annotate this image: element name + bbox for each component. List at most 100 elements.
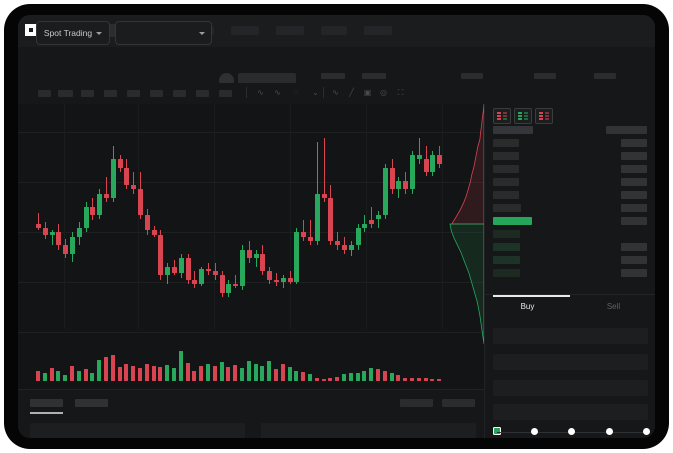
timeframe-button-7[interactable] (173, 90, 186, 97)
bottom-action-2[interactable] (442, 399, 475, 407)
orderbook-row-5[interactable] (493, 178, 519, 186)
volume-bar-14 (124, 364, 129, 381)
total-field[interactable] (493, 404, 648, 420)
bottom-tab-order-history[interactable] (75, 399, 108, 407)
timeframe-button-8[interactable] (196, 90, 209, 97)
market-stat-2-label (362, 73, 386, 79)
volume-bar-13 (117, 367, 122, 381)
timeframe-button-3[interactable] (81, 90, 94, 97)
nav-item-3[interactable] (276, 26, 304, 35)
orderbook-row-8[interactable] (493, 217, 532, 225)
market-stat-4-label (534, 73, 556, 79)
volume-bar-5 (63, 374, 68, 381)
orderbook-mode-asks[interactable] (535, 108, 553, 124)
amount-percent-slider[interactable] (493, 427, 650, 437)
volume-bar-35 (267, 360, 272, 381)
orderbook-row-3[interactable] (493, 152, 519, 160)
timeframe-button-2[interactable] (58, 90, 73, 97)
orderbook-row-1[interactable] (493, 126, 533, 134)
tab-buy[interactable]: Buy (520, 302, 535, 311)
orderbook-row-12[interactable] (493, 269, 520, 277)
nav-item-4[interactable] (321, 26, 347, 35)
orderbook-size-4 (621, 165, 647, 173)
ruler-icon[interactable]: ╱ (349, 88, 354, 97)
bottom-tab-open-orders[interactable] (30, 399, 63, 407)
price-field[interactable] (493, 354, 648, 370)
volume-bar-16 (138, 367, 142, 381)
timeframe-button-1[interactable] (38, 90, 51, 97)
trading-mode-selector[interactable]: Spot Trading (36, 21, 110, 45)
orderbook-size-10 (621, 243, 647, 251)
slider-node-25[interactable] (530, 428, 538, 435)
volume-bar-29 (226, 367, 231, 381)
timeframe-button-4[interactable] (104, 90, 117, 97)
volume-bar-46 (342, 374, 346, 381)
volume-bar-20 (165, 364, 170, 381)
alert-icon[interactable]: ◌ (293, 88, 298, 97)
timeframe-button-9[interactable] (219, 90, 232, 97)
active-tab-underline (493, 295, 570, 297)
slider-node-50[interactable] (568, 428, 575, 435)
volume-bar-23 (185, 362, 190, 381)
volume-bar-1 (36, 370, 40, 381)
slider-node-75[interactable] (605, 428, 613, 435)
volume-bar-33 (253, 363, 258, 381)
orderbook-size-12 (621, 269, 647, 277)
volume-bar-39 (294, 370, 299, 381)
depth-bids-area (449, 223, 484, 344)
orderbook-size-5 (621, 178, 647, 186)
toolbar-divider (246, 87, 247, 98)
volume-bar-47 (348, 372, 353, 381)
chevron-down-icon[interactable]: ⌄ (312, 88, 319, 97)
amount-field[interactable] (493, 380, 648, 396)
drawing-icon[interactable]: ∿ (332, 88, 339, 97)
chevron-down-icon (199, 31, 205, 35)
trading-pair-selector[interactable] (115, 21, 212, 45)
settings-icon[interactable]: ◎ (380, 88, 387, 97)
volume-bar-30 (233, 364, 238, 381)
timeframe-button-6[interactable] (150, 90, 163, 97)
orderbook-and-order-form: Buy Sell (484, 104, 655, 438)
volume-bar-51 (376, 369, 380, 381)
slider-node-0[interactable] (493, 427, 501, 435)
orderbook-row-10[interactable] (493, 243, 520, 251)
volume-bar-9 (90, 372, 95, 381)
timeframe-button-5[interactable] (127, 90, 140, 97)
volume-bar-22 (178, 351, 183, 381)
slider-node-100[interactable] (643, 428, 650, 435)
orderbook-size-1 (606, 126, 647, 134)
orderbook-row-9[interactable] (493, 230, 520, 238)
orderbook-row-2[interactable] (493, 139, 519, 147)
volume-bar-58 (423, 378, 428, 381)
volume-bar-10 (97, 360, 102, 381)
indicator-icon[interactable]: ∿ (257, 88, 264, 97)
market-stat-5-label (594, 73, 616, 79)
volume-bar-34 (260, 366, 265, 381)
camera-icon[interactable]: ▣ (363, 88, 372, 97)
volume-bar-60 (437, 378, 442, 381)
volume-bar-55 (403, 377, 408, 381)
bottom-action-1[interactable] (400, 399, 433, 407)
orderbook-mode-both[interactable] (493, 108, 511, 124)
nav-item-5[interactable] (364, 26, 392, 35)
volume-bar-2 (42, 373, 47, 381)
orderbook-mode-bids[interactable] (514, 108, 532, 124)
orderbook-row-11[interactable] (493, 256, 520, 264)
volume-bar-37 (280, 364, 285, 381)
price-chart[interactable] (18, 104, 484, 389)
orderbook-row-7[interactable] (493, 204, 521, 212)
fullscreen-icon[interactable]: ⛶ (397, 88, 404, 97)
orderbook-row-6[interactable] (493, 191, 519, 199)
order-type-field[interactable] (493, 328, 648, 344)
volume-bar-21 (172, 367, 176, 381)
compare-icon[interactable]: ∿ (274, 88, 281, 97)
orderbook-size-2 (621, 139, 647, 147)
volume-bar-38 (287, 367, 292, 381)
nav-item-2[interactable] (231, 26, 259, 35)
orderbook-row-4[interactable] (493, 165, 519, 173)
volume-bar-24 (192, 370, 197, 381)
tab-sell[interactable]: Sell (606, 302, 621, 311)
volume-bar-12 (110, 354, 115, 381)
volume-bar-41 (308, 374, 312, 381)
bottom-panel-left (30, 423, 245, 438)
